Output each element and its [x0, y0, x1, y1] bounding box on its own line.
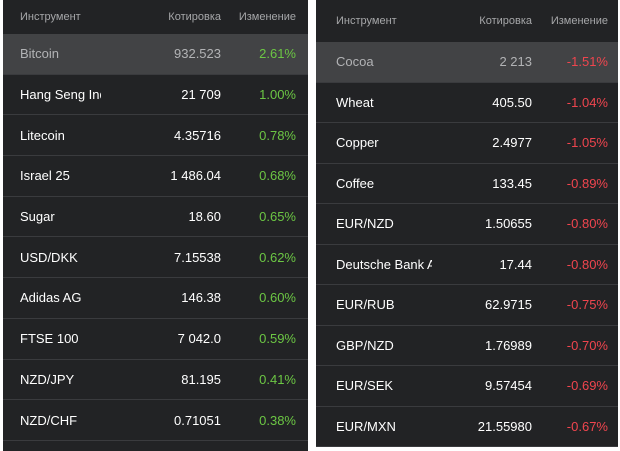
quote-value: 405.50: [492, 94, 532, 110]
change-value: -0.80%: [566, 256, 608, 272]
change-value: 0.38%: [259, 412, 296, 428]
instrument-name[interactable]: EUR/RUB: [336, 297, 395, 313]
quote-value: 21 709: [181, 87, 221, 103]
losers-table: Инструмент Котировка Изменение Cocoa 2 21…: [316, 0, 618, 447]
instrument-name[interactable]: NZD/CHF: [20, 412, 78, 428]
table-row[interactable]: Hang Seng Index 21 709 1.00%: [3, 75, 308, 116]
table-row[interactable]: GBP/NZD 1.76989 -0.70%: [316, 326, 618, 366]
table-header: Инструмент Котировка Изменение: [316, 0, 618, 42]
quote-value: 7 042.0: [177, 331, 221, 347]
quote-value: 1.50655: [485, 216, 532, 232]
table-body: Cocoa 2 213 -1.51% Wheat 405.50 -1.04% Copper 2…: [316, 42, 618, 447]
quote-value: 81.195: [181, 371, 221, 387]
table-row[interactable]: Copper 2.4977 -1.05%: [316, 123, 618, 164]
column-header-instrument[interactable]: Инструмент: [336, 15, 397, 27]
column-header-change[interactable]: Изменение: [550, 15, 608, 27]
table-row[interactable]: Sugar 18.60 0.65%: [3, 197, 308, 238]
quote-value: 18.60: [188, 209, 221, 225]
quote-value: 146.38: [181, 290, 221, 306]
change-value: -0.89%: [566, 175, 608, 191]
column-header-instrument[interactable]: Инструмент: [20, 11, 81, 23]
instrument-name[interactable]: EUR/NZD: [336, 216, 394, 232]
change-value: -1.04%: [566, 94, 608, 110]
instrument-name[interactable]: FTSE 100: [20, 331, 79, 347]
instrument-name[interactable]: Israel 25: [20, 168, 70, 184]
quote-value: 133.45: [492, 175, 532, 191]
instrument-name[interactable]: Hang Seng Index: [20, 87, 101, 103]
change-value: 0.59%: [259, 331, 296, 347]
table-row[interactable]: Litecoin 4.35716 0.78%: [3, 115, 308, 157]
quote-value: 21.55980: [477, 418, 532, 434]
instrument-name[interactable]: Bitcoin: [20, 46, 60, 62]
change-value: 0.78%: [259, 127, 296, 143]
change-value: 0.62%: [259, 249, 296, 265]
instrument-name[interactable]: Deutsche Bank AG: [336, 256, 432, 272]
gainers-table: Инструмент Котировка Изменение Bitcoin 93…: [3, 0, 308, 451]
column-header-price[interactable]: Котировка: [479, 15, 532, 27]
table-row[interactable]: EUR/NZD 1.50655 -0.80%: [316, 204, 618, 245]
instrument-name[interactable]: Coffee: [336, 175, 375, 191]
quote-value: 17.44: [499, 256, 532, 272]
table-row[interactable]: Israel 25 1 486.04 0.68%: [3, 156, 308, 197]
instrument-name[interactable]: Sugar: [20, 209, 55, 225]
table-row[interactable]: Wheat 405.50 -1.04%: [316, 83, 618, 123]
table-row[interactable]: Bitcoin 932.523 2.61%: [3, 34, 308, 75]
table-row[interactable]: Adidas AG 146.38 0.60%: [3, 278, 308, 319]
instrument-name[interactable]: Copper: [336, 135, 379, 151]
quote-value: 932.523: [174, 46, 221, 62]
table-row[interactable]: Coffee 133.45 -0.89%: [316, 164, 618, 204]
table-row[interactable]: Cocoa 2 213 -1.51%: [316, 42, 618, 83]
instrument-name[interactable]: Adidas AG: [20, 290, 82, 306]
quote-value: 2 213: [499, 54, 532, 70]
change-value: 0.41%: [259, 371, 296, 387]
change-value: -0.80%: [566, 216, 608, 232]
table-row[interactable]: EUR/MXN 21.55980 -0.67%: [316, 407, 618, 447]
instrument-name[interactable]: NZD/JPY: [20, 371, 75, 387]
quote-value: 7.15538: [174, 249, 221, 265]
instrument-name[interactable]: EUR/SEK: [336, 378, 394, 394]
instrument-name[interactable]: USD/DKK: [20, 249, 78, 265]
change-value: -1.51%: [566, 54, 608, 70]
instrument-name[interactable]: Litecoin: [20, 127, 65, 143]
table-row[interactable]: FTSE 100 7 042.0 0.59%: [3, 319, 308, 360]
change-value: -0.67%: [566, 418, 608, 434]
quote-value: 9.57454: [485, 378, 532, 394]
table-header: Инструмент Котировка Изменение: [3, 0, 308, 34]
quote-value: 1.76989: [485, 337, 532, 353]
column-header-change[interactable]: Изменение: [238, 11, 296, 23]
instrument-name[interactable]: EUR/MXN: [336, 418, 396, 434]
change-value: -0.75%: [566, 297, 608, 313]
change-value: 2.61%: [259, 46, 296, 62]
quote-value: 1 486.04: [170, 168, 221, 184]
table-row[interactable]: USD/DKK 7.15538 0.62%: [3, 237, 308, 279]
column-header-price[interactable]: Котировка: [168, 11, 221, 23]
change-value: 0.68%: [259, 168, 296, 184]
instrument-name[interactable]: Wheat: [336, 94, 374, 110]
change-value: 1.00%: [259, 87, 296, 103]
instrument-name[interactable]: GBP/NZD: [336, 337, 394, 353]
change-value: 0.65%: [259, 209, 296, 225]
table-row[interactable]: EUR/SEK 9.57454 -0.69%: [316, 366, 618, 407]
quote-value: 2.4977: [492, 135, 532, 151]
instrument-name[interactable]: Cocoa: [336, 54, 374, 70]
quote-value: 0.71051: [174, 412, 221, 428]
change-value: 0.60%: [259, 290, 296, 306]
table-row[interactable]: NZD/CHF 0.71051 0.38%: [3, 400, 308, 441]
table-row[interactable]: Deutsche Bank AG 17.44 -0.80%: [316, 245, 618, 285]
quote-value: 4.35716: [174, 127, 221, 143]
change-value: -0.69%: [566, 378, 608, 394]
table-body: Bitcoin 932.523 2.61% Hang Seng Index 21 709…: [3, 34, 308, 441]
change-value: -1.05%: [566, 135, 608, 151]
quote-value: 62.9715: [485, 297, 532, 313]
table-row[interactable]: NZD/JPY 81.195 0.41%: [3, 360, 308, 401]
change-value: -0.70%: [566, 337, 608, 353]
table-row[interactable]: EUR/RUB 62.9715 -0.75%: [316, 285, 618, 326]
